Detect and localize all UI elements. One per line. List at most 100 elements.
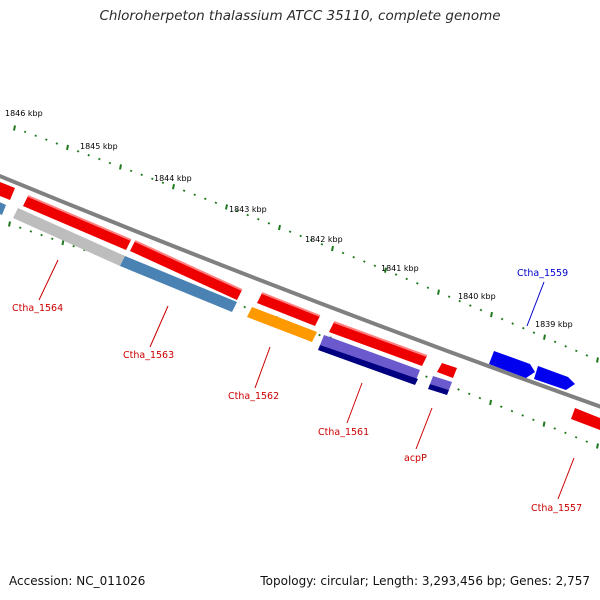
scale-tick [564, 345, 568, 348]
gene-label-ctha-1563[interactable]: Ctha_1563 [123, 350, 174, 361]
scale-tick [447, 295, 451, 298]
scale-tick [243, 305, 247, 309]
scale-tick [341, 251, 345, 255]
gene-feature[interactable] [571, 408, 600, 430]
scale-label-1845: 1845 kbp [80, 142, 118, 151]
scale-tick [331, 245, 334, 252]
scale-tick [193, 193, 197, 197]
scale-tick [585, 354, 589, 357]
scale-tick [511, 322, 515, 325]
label-leaders [38, 259, 575, 500]
gene-feature[interactable] [130, 241, 242, 300]
scale-tick [510, 409, 514, 413]
scale-ticks-upper [13, 125, 599, 363]
accession-text: Accession: NC_011026 [9, 574, 146, 588]
gene-feature[interactable] [0, 200, 6, 215]
gene-features [0, 180, 600, 430]
scale-label-1839: 1839 kbp [535, 320, 573, 329]
scale-tick [8, 221, 11, 227]
scale-tick [97, 157, 101, 161]
scale-tick [309, 238, 313, 242]
scale-tick [490, 311, 493, 318]
gene-feature[interactable] [534, 366, 575, 390]
scale-tick [564, 431, 567, 435]
scale-tick [457, 388, 460, 391]
scale-tick [76, 149, 80, 153]
scale-tick [467, 392, 471, 396]
gene-feature[interactable] [0, 180, 15, 200]
scale-tick [129, 169, 133, 173]
gene-feature[interactable] [13, 208, 125, 266]
scale-tick [87, 153, 91, 157]
scale-labels: 1846 kbp 1845 kbp 1844 kbp 1843 kbp 1842… [5, 109, 573, 329]
gene-feature[interactable] [489, 351, 535, 378]
scale-tick [140, 173, 144, 177]
gene-feature[interactable] [320, 335, 420, 380]
scale-tick [499, 405, 503, 409]
gene-label-ctha-1564[interactable]: Ctha_1564 [12, 303, 63, 314]
gene-feature[interactable] [428, 384, 449, 395]
scale-tick [596, 443, 599, 449]
scale-tick [288, 230, 292, 233]
scale-tick [479, 308, 483, 312]
scale-tick [66, 144, 69, 151]
scale-label-1841: 1841 kbp [381, 264, 419, 273]
gene-feature[interactable] [120, 256, 237, 312]
gene-feature[interactable] [437, 363, 457, 378]
gene-label-ctha-1557[interactable]: Ctha_1557 [531, 503, 582, 514]
genome-backbone [0, 173, 600, 409]
gene-feature[interactable] [257, 293, 320, 326]
scale-tick [532, 418, 535, 422]
scale-tick [40, 233, 43, 237]
scale-tick [521, 326, 525, 330]
scale-tick [318, 333, 321, 337]
scale-tick [585, 440, 589, 443]
scale-tick [425, 375, 428, 378]
scale-tick [574, 349, 578, 353]
scale-tick [543, 334, 546, 340]
gene-labels: Ctha_1564 Ctha_1563 Ctha_1562 Ctha_1561 … [12, 268, 582, 514]
scale-tick [29, 230, 33, 233]
scale-tick [108, 161, 112, 165]
scale-tick [426, 286, 430, 290]
gene-feature[interactable] [247, 307, 317, 342]
scale-tick [489, 399, 493, 406]
scale-tick [468, 304, 472, 307]
scale-tick [553, 340, 557, 344]
gene-label-ctha-1559[interactable]: Ctha_1559 [517, 268, 568, 279]
scale-tick [214, 201, 218, 205]
gene-label-acpp[interactable]: acpP [404, 453, 427, 464]
scale-tick [373, 264, 377, 268]
scale-tick [256, 217, 260, 221]
scale-tick [13, 125, 16, 131]
scale-label-1844: 1844 kbp [154, 174, 192, 183]
scale-label-1843: 1843 kbp [229, 205, 267, 214]
scale-tick [203, 197, 207, 201]
gene-label-ctha-1562[interactable]: Ctha_1562 [228, 391, 279, 402]
scale-tick [553, 427, 557, 430]
scale-tick [182, 189, 186, 193]
scale-tick [235, 209, 239, 213]
gene-feature[interactable] [23, 196, 131, 250]
topology-text: Topology: circular; Length: 3,293,456 bp… [260, 574, 590, 588]
scale-tick [61, 239, 65, 246]
scale-tick [267, 222, 271, 225]
scale-tick [23, 130, 27, 134]
scale-tick [437, 289, 440, 295]
scale-label-1842: 1842 kbp [305, 235, 343, 244]
scale-tick [574, 435, 578, 439]
gene-feature[interactable] [430, 376, 452, 390]
scale-tick [246, 213, 250, 217]
scale-tick [299, 234, 303, 238]
scale-tick [405, 277, 409, 281]
scale-tick [225, 204, 228, 210]
gene-label-ctha-1561[interactable]: Ctha_1561 [318, 427, 369, 438]
scale-tick [384, 267, 387, 273]
scale-tick [161, 181, 165, 185]
gene-feature[interactable] [318, 345, 418, 385]
gene-feature[interactable] [329, 322, 427, 366]
scale-tick [150, 177, 154, 181]
scale-tick [320, 243, 324, 246]
scale-tick [18, 226, 22, 229]
